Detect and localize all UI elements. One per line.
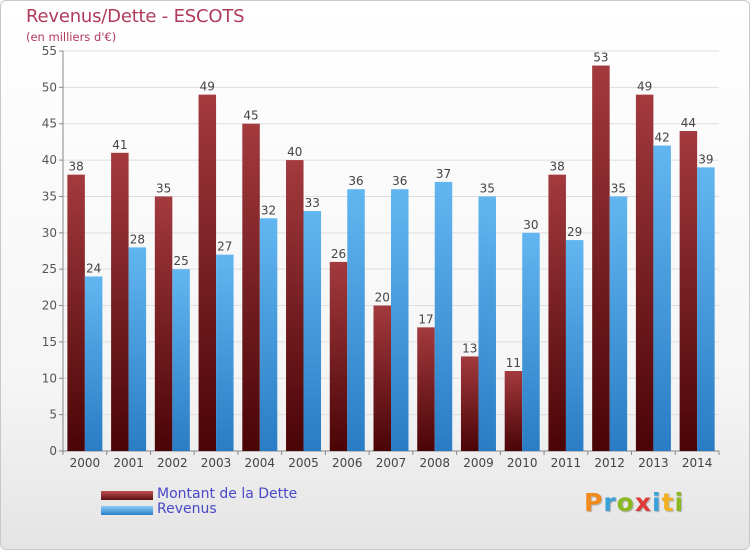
data-label-revenus-2001: 28 (130, 232, 145, 246)
data-label-revenus-2004: 32 (261, 203, 276, 217)
data-label-revenus-2000: 24 (86, 261, 101, 275)
proxiti-logo: Proxiti (584, 488, 685, 517)
bar-dette-2008 (417, 327, 435, 451)
y-tick-label-55: 55 (42, 44, 57, 58)
data-label-dette-2009: 13 (462, 341, 477, 355)
bar-revenus-2006 (347, 189, 365, 451)
y-tick-label-5: 5 (49, 408, 57, 422)
bar-dette-2004 (242, 123, 260, 452)
bar-revenus-2014 (697, 167, 715, 451)
y-tick-label-50: 50 (42, 80, 57, 94)
x-tick-label-2001: 2001 (113, 456, 144, 470)
bar-dette-2013 (635, 94, 654, 452)
x-tick-label-2012: 2012 (594, 456, 625, 470)
y-tick-label-0: 0 (49, 444, 57, 458)
bar-dette-2012 (592, 65, 610, 451)
bar-revenus-2002 (172, 269, 190, 451)
legend-label-revenus: Revenus (157, 501, 217, 517)
bar-revenus-2000 (84, 276, 103, 451)
data-label-dette-2002: 35 (156, 181, 171, 195)
data-label-revenus-2012: 35 (611, 181, 626, 195)
bar-dette-2001 (111, 152, 129, 451)
x-tick-label-2003: 2003 (201, 456, 232, 470)
data-label-revenus-2005: 33 (305, 196, 320, 210)
x-tick-label-2002: 2002 (157, 456, 188, 470)
data-label-dette-2013: 49 (637, 80, 652, 94)
x-tick-label-2006: 2006 (332, 456, 363, 470)
y-tick-label-20: 20 (42, 299, 57, 313)
x-tick-label-2010: 2010 (507, 456, 538, 470)
data-label-dette-2014: 44 (681, 116, 696, 130)
bar-dette-2002 (154, 196, 173, 451)
bar-dette-2003 (198, 94, 217, 452)
x-tick-label-2000: 2000 (70, 456, 101, 470)
bar-dette-2010 (504, 371, 523, 451)
bar-revenus-2012 (609, 196, 628, 451)
bar-revenus-2011 (565, 240, 584, 451)
bar-revenus-2013 (653, 145, 671, 451)
data-label-revenus-2008: 37 (436, 167, 451, 181)
bar-revenus-2008 (434, 181, 453, 451)
bar-dette-2000 (67, 174, 85, 452)
x-tick-label-2005: 2005 (288, 456, 319, 470)
x-tick-label-2007: 2007 (376, 456, 407, 470)
data-label-revenus-2009: 35 (480, 181, 495, 195)
data-label-dette-2003: 49 (200, 80, 215, 94)
chart-subtitle: (en milliers d'€) (26, 30, 117, 44)
bar-revenus-2005 (303, 211, 322, 451)
bar-revenus-2001 (128, 247, 147, 451)
chart-title: Revenus/Dette - ESCOTS (26, 6, 245, 27)
data-label-dette-2007: 20 (375, 291, 390, 305)
bar-revenus-2010 (522, 232, 540, 451)
data-label-revenus-2002: 25 (173, 254, 188, 268)
bar-dette-2006 (329, 261, 348, 451)
x-tick-label-2004: 2004 (245, 456, 276, 470)
bar-dette-2005 (286, 160, 304, 451)
data-label-dette-2005: 40 (287, 145, 302, 159)
legend-swatch-revenus (101, 506, 153, 515)
data-label-dette-2011: 38 (550, 160, 565, 174)
data-label-revenus-2013: 42 (655, 131, 670, 145)
bar-revenus-2009 (478, 196, 496, 451)
legend-swatch-dette (101, 491, 153, 500)
data-label-dette-2008: 17 (418, 312, 433, 326)
x-tick-label-2011: 2011 (551, 456, 582, 470)
data-label-dette-2012: 53 (593, 51, 608, 65)
y-tick-label-35: 35 (42, 189, 57, 203)
legend-label-dette: Montant de la Dette (157, 486, 298, 502)
x-tick-label-2009: 2009 (463, 456, 494, 470)
bar-dette-2007 (373, 305, 391, 451)
y-tick-label-10: 10 (42, 371, 57, 385)
data-label-dette-2004: 45 (243, 109, 258, 123)
bar-dette-2014 (679, 131, 698, 451)
x-tick-label-2008: 2008 (419, 456, 450, 470)
bar-revenus-2003 (216, 254, 234, 451)
data-label-revenus-2014: 39 (698, 152, 713, 166)
x-tick-label-2014: 2014 (682, 456, 713, 470)
y-tick-label-30: 30 (42, 226, 57, 240)
data-label-revenus-2011: 29 (567, 225, 582, 239)
data-label-dette-2006: 26 (331, 247, 346, 261)
data-label-revenus-2003: 27 (217, 240, 232, 254)
bar-revenus-2007 (391, 189, 409, 451)
data-label-dette-2001: 41 (112, 138, 127, 152)
bar-dette-2011 (548, 174, 566, 452)
y-tick-label-45: 45 (42, 117, 57, 131)
data-label-dette-2000: 38 (68, 160, 83, 174)
y-tick-label-15: 15 (42, 335, 57, 349)
bar-dette-2009 (460, 356, 479, 451)
y-tick-label-40: 40 (42, 153, 57, 167)
data-label-revenus-2010: 30 (523, 218, 538, 232)
data-label-revenus-2007: 36 (392, 174, 407, 188)
data-label-revenus-2006: 36 (348, 174, 363, 188)
y-tick-label-25: 25 (42, 262, 57, 276)
data-label-dette-2010: 11 (506, 356, 521, 370)
x-tick-label-2013: 2013 (638, 456, 669, 470)
bar-revenus-2004 (259, 218, 278, 451)
